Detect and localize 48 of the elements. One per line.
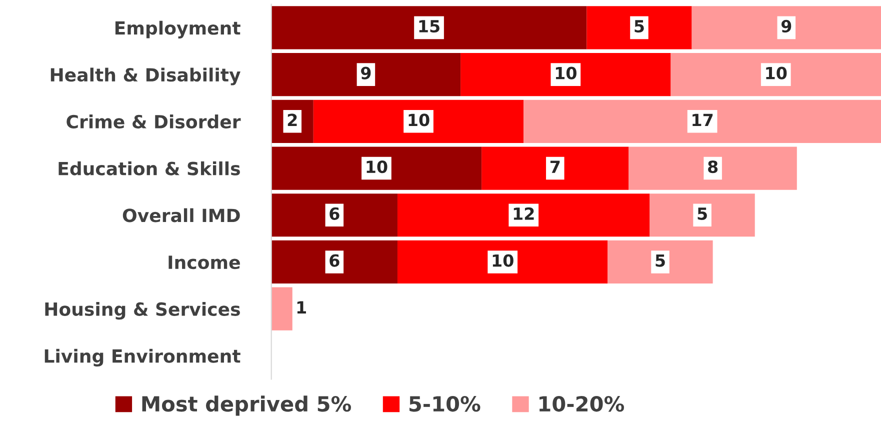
- bar: [271, 52, 461, 96]
- data-label: 7: [550, 160, 560, 173]
- data-label: 10: [366, 160, 388, 174]
- data-label: 10: [556, 66, 576, 80]
- bar: [397, 240, 608, 284]
- y-tick-label: Crime & Disorder: [66, 114, 241, 129]
- bar: [524, 100, 881, 143]
- y-tick-label: Income: [168, 256, 240, 270]
- data-label: 15: [419, 20, 440, 33]
- data-label: 8: [708, 160, 718, 174]
- bar: [650, 194, 755, 237]
- bar: [628, 146, 797, 190]
- bar: [670, 52, 881, 96]
- bar: [692, 6, 881, 50]
- data-label: 6: [330, 207, 340, 220]
- bar: [271, 240, 398, 284]
- data-label: 1: [297, 301, 306, 314]
- legend-label: 10-20%: [540, 396, 624, 412]
- bar: [586, 6, 692, 50]
- bar: [271, 146, 482, 190]
- data-label: 12: [514, 207, 534, 220]
- bar: [482, 146, 629, 190]
- bar: [608, 240, 713, 284]
- data-label: 6: [330, 254, 340, 267]
- y-tick-label: Education & Skills: [58, 161, 240, 176]
- bar: [271, 6, 587, 50]
- data-label: 5: [698, 208, 707, 220]
- bar: [271, 287, 292, 330]
- data-label: 10: [766, 66, 787, 80]
- bar: [397, 194, 650, 237]
- bar: [460, 52, 671, 96]
- y-tick-label: Overall IMD: [122, 208, 240, 222]
- legend-label: Most deprived 5%: [142, 396, 351, 416]
- legend-label: 5-10%: [410, 396, 480, 412]
- y-tick-label: Health & Disability: [50, 68, 240, 86]
- y-tick-label: Housing & Services: [45, 302, 240, 320]
- data-label: 10: [492, 254, 514, 267]
- bar: [271, 194, 398, 237]
- data-label: 2: [288, 114, 297, 126]
- y-tick-label: Living Environment: [44, 348, 240, 366]
- data-label: 5: [634, 20, 644, 33]
- data-label: 9: [781, 20, 792, 33]
- data-label: 17: [692, 114, 713, 126]
- bar: [313, 100, 524, 143]
- data-label: 5: [656, 254, 665, 267]
- data-label: 10: [408, 114, 430, 126]
- data-label: 9: [361, 66, 371, 80]
- y-tick-label: Employment: [115, 20, 240, 38]
